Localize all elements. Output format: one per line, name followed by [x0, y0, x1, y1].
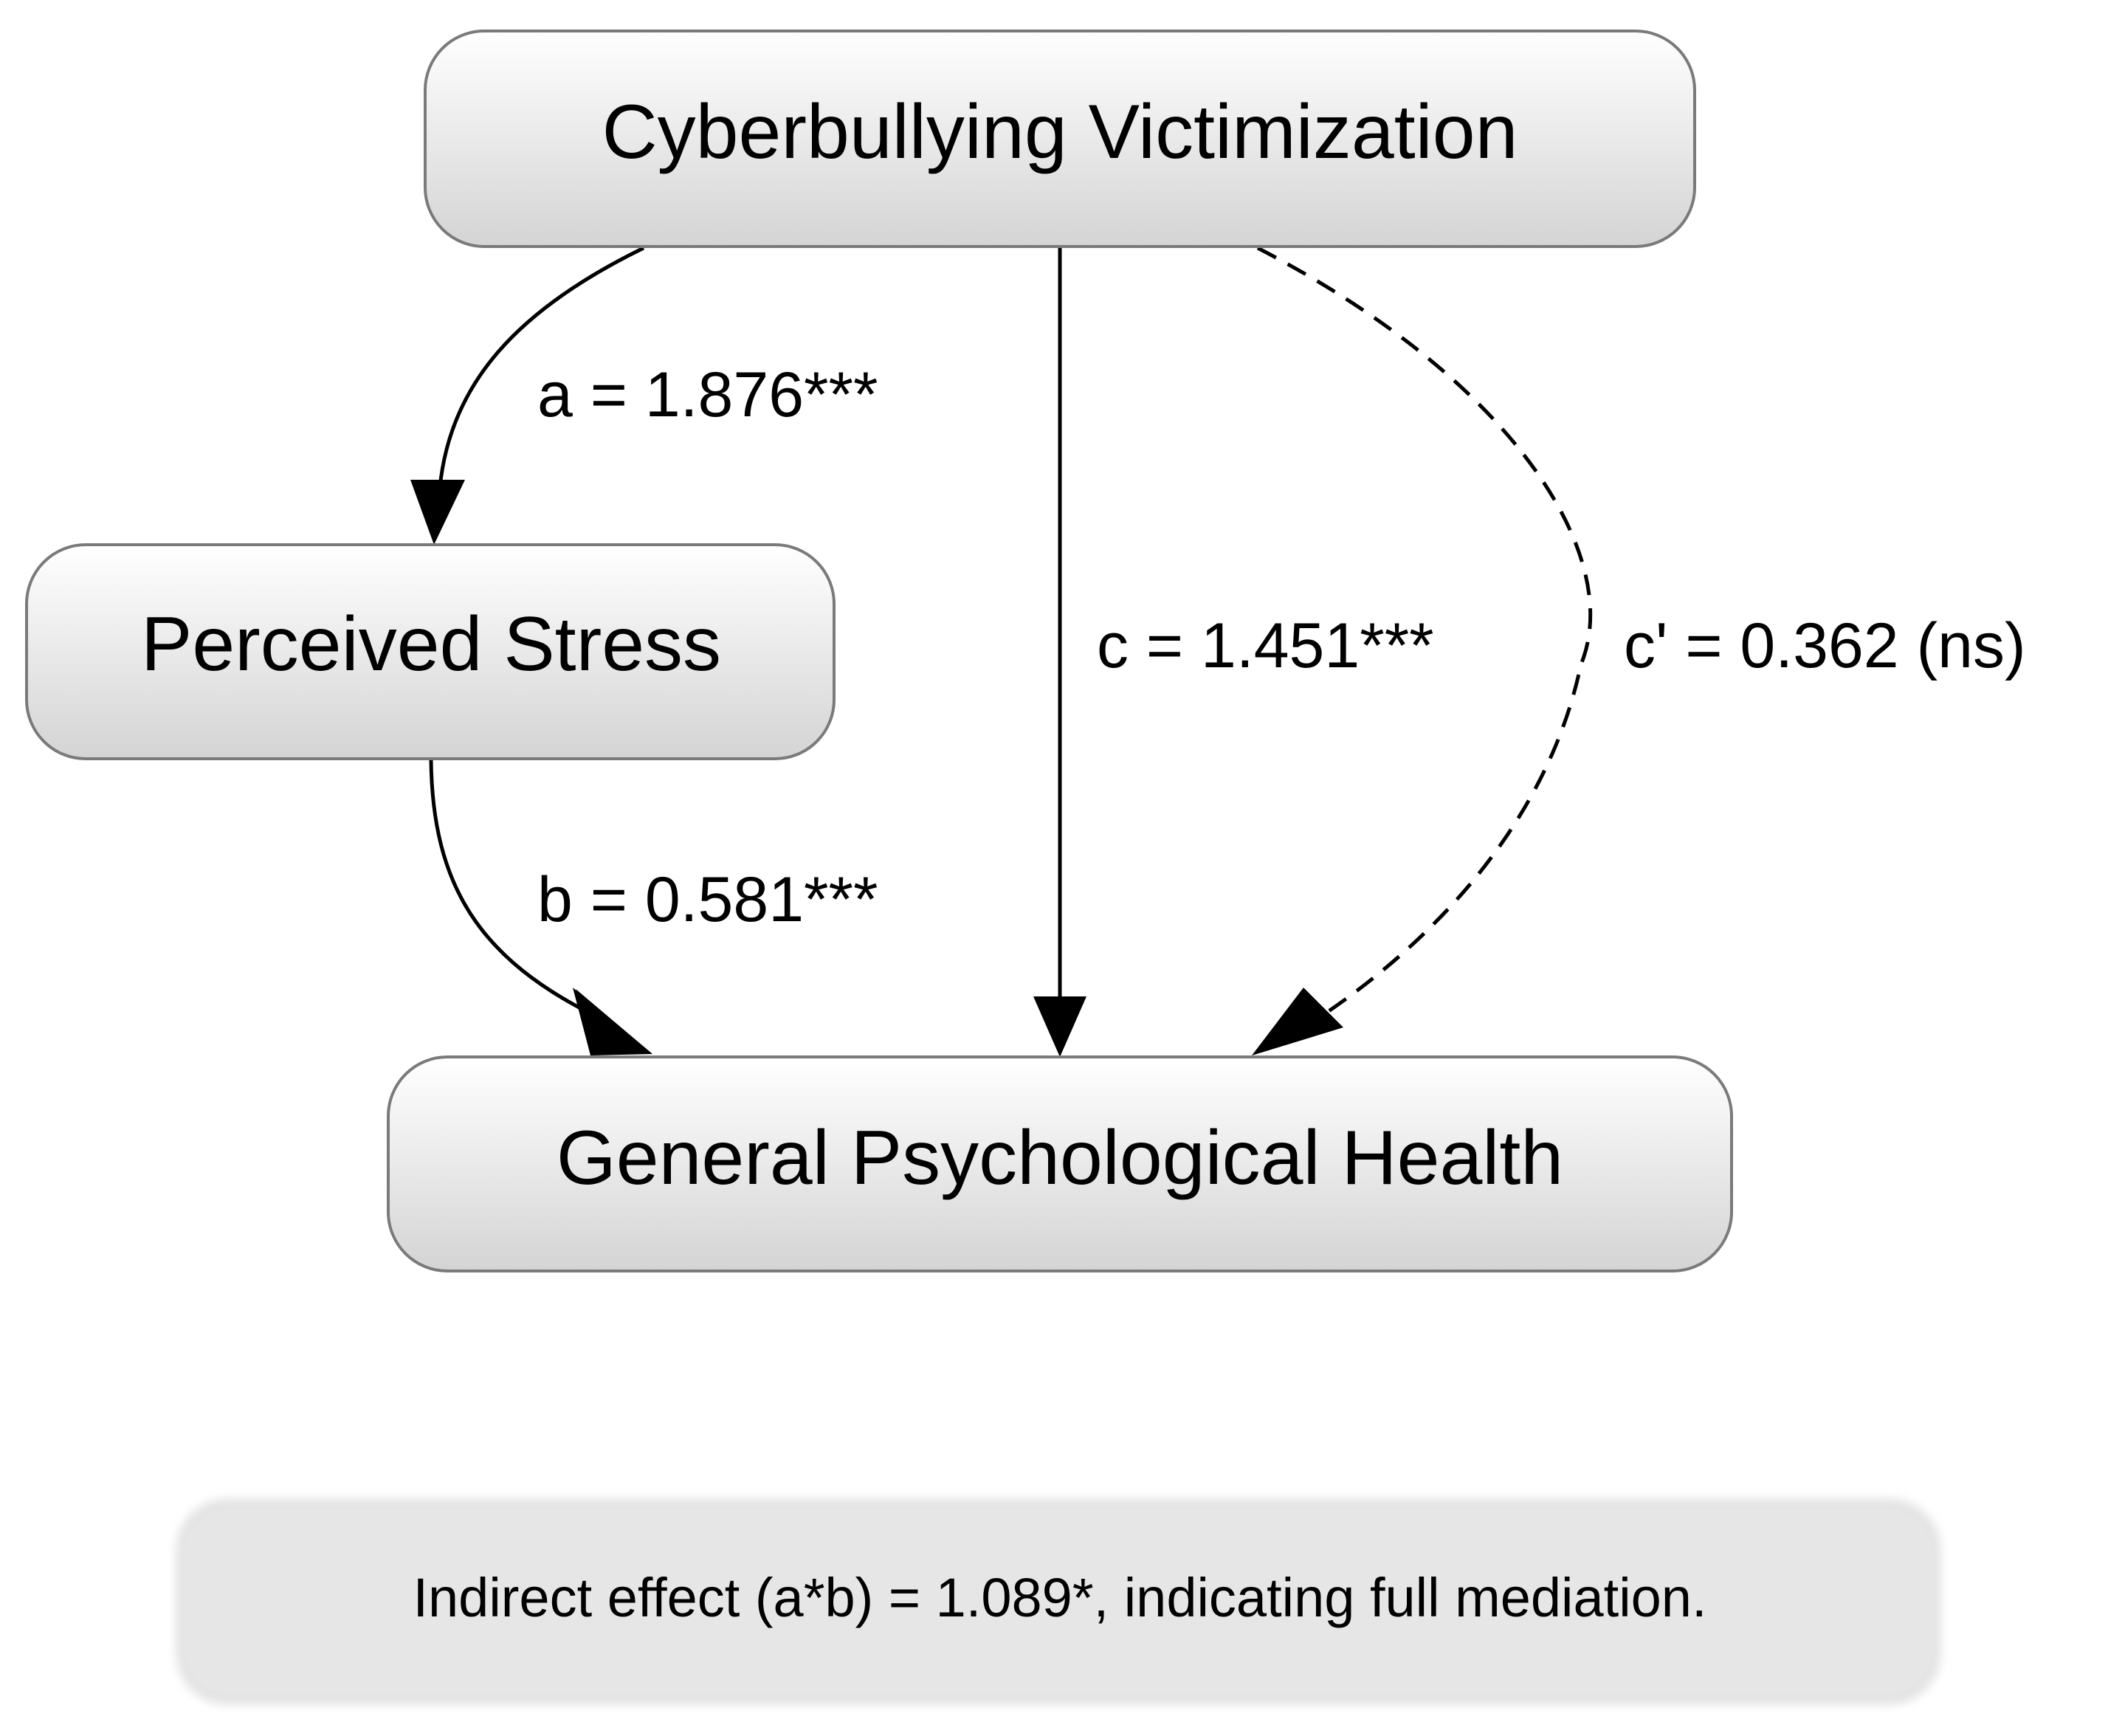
indirect-effect-note: Indirect effect (a*b) = 1.089*, indicati…	[176, 1498, 1941, 1705]
node-cyberbullying: Cyberbullying Victimization	[424, 30, 1696, 248]
node-perceived-stress-label: Perceived Stress	[141, 602, 721, 687]
node-general-psychological-health-label: General Psychological Health	[557, 1115, 1563, 1201]
node-perceived-stress: Perceived Stress	[25, 543, 836, 760]
indirect-effect-note-text: Indirect effect (a*b) = 1.089*, indicati…	[413, 1567, 1706, 1628]
path-c-label: c = 1.451***	[1097, 610, 1434, 681]
path-c-prime-arrowhead	[1252, 988, 1343, 1055]
path-b-arrowhead	[576, 989, 652, 1054]
path-c-arrowhead	[1033, 996, 1086, 1057]
path-c-prime-line	[1256, 246, 1593, 1013]
node-general-psychological-health: General Psychological Health	[387, 1055, 1733, 1272]
path-a-arrowhead	[410, 480, 465, 545]
path-a-line	[438, 246, 645, 488]
path-c-prime-label: c' = 0.362 (ns)	[1624, 610, 2026, 681]
path-b-line	[429, 760, 599, 1019]
path-b-arrowhead-fill	[573, 988, 652, 1055]
path-a-label: a = 1.876***	[537, 359, 878, 430]
node-cyberbullying-label: Cyberbullying Victimization	[602, 89, 1518, 175]
path-b-label: b = 0.581***	[537, 864, 878, 935]
